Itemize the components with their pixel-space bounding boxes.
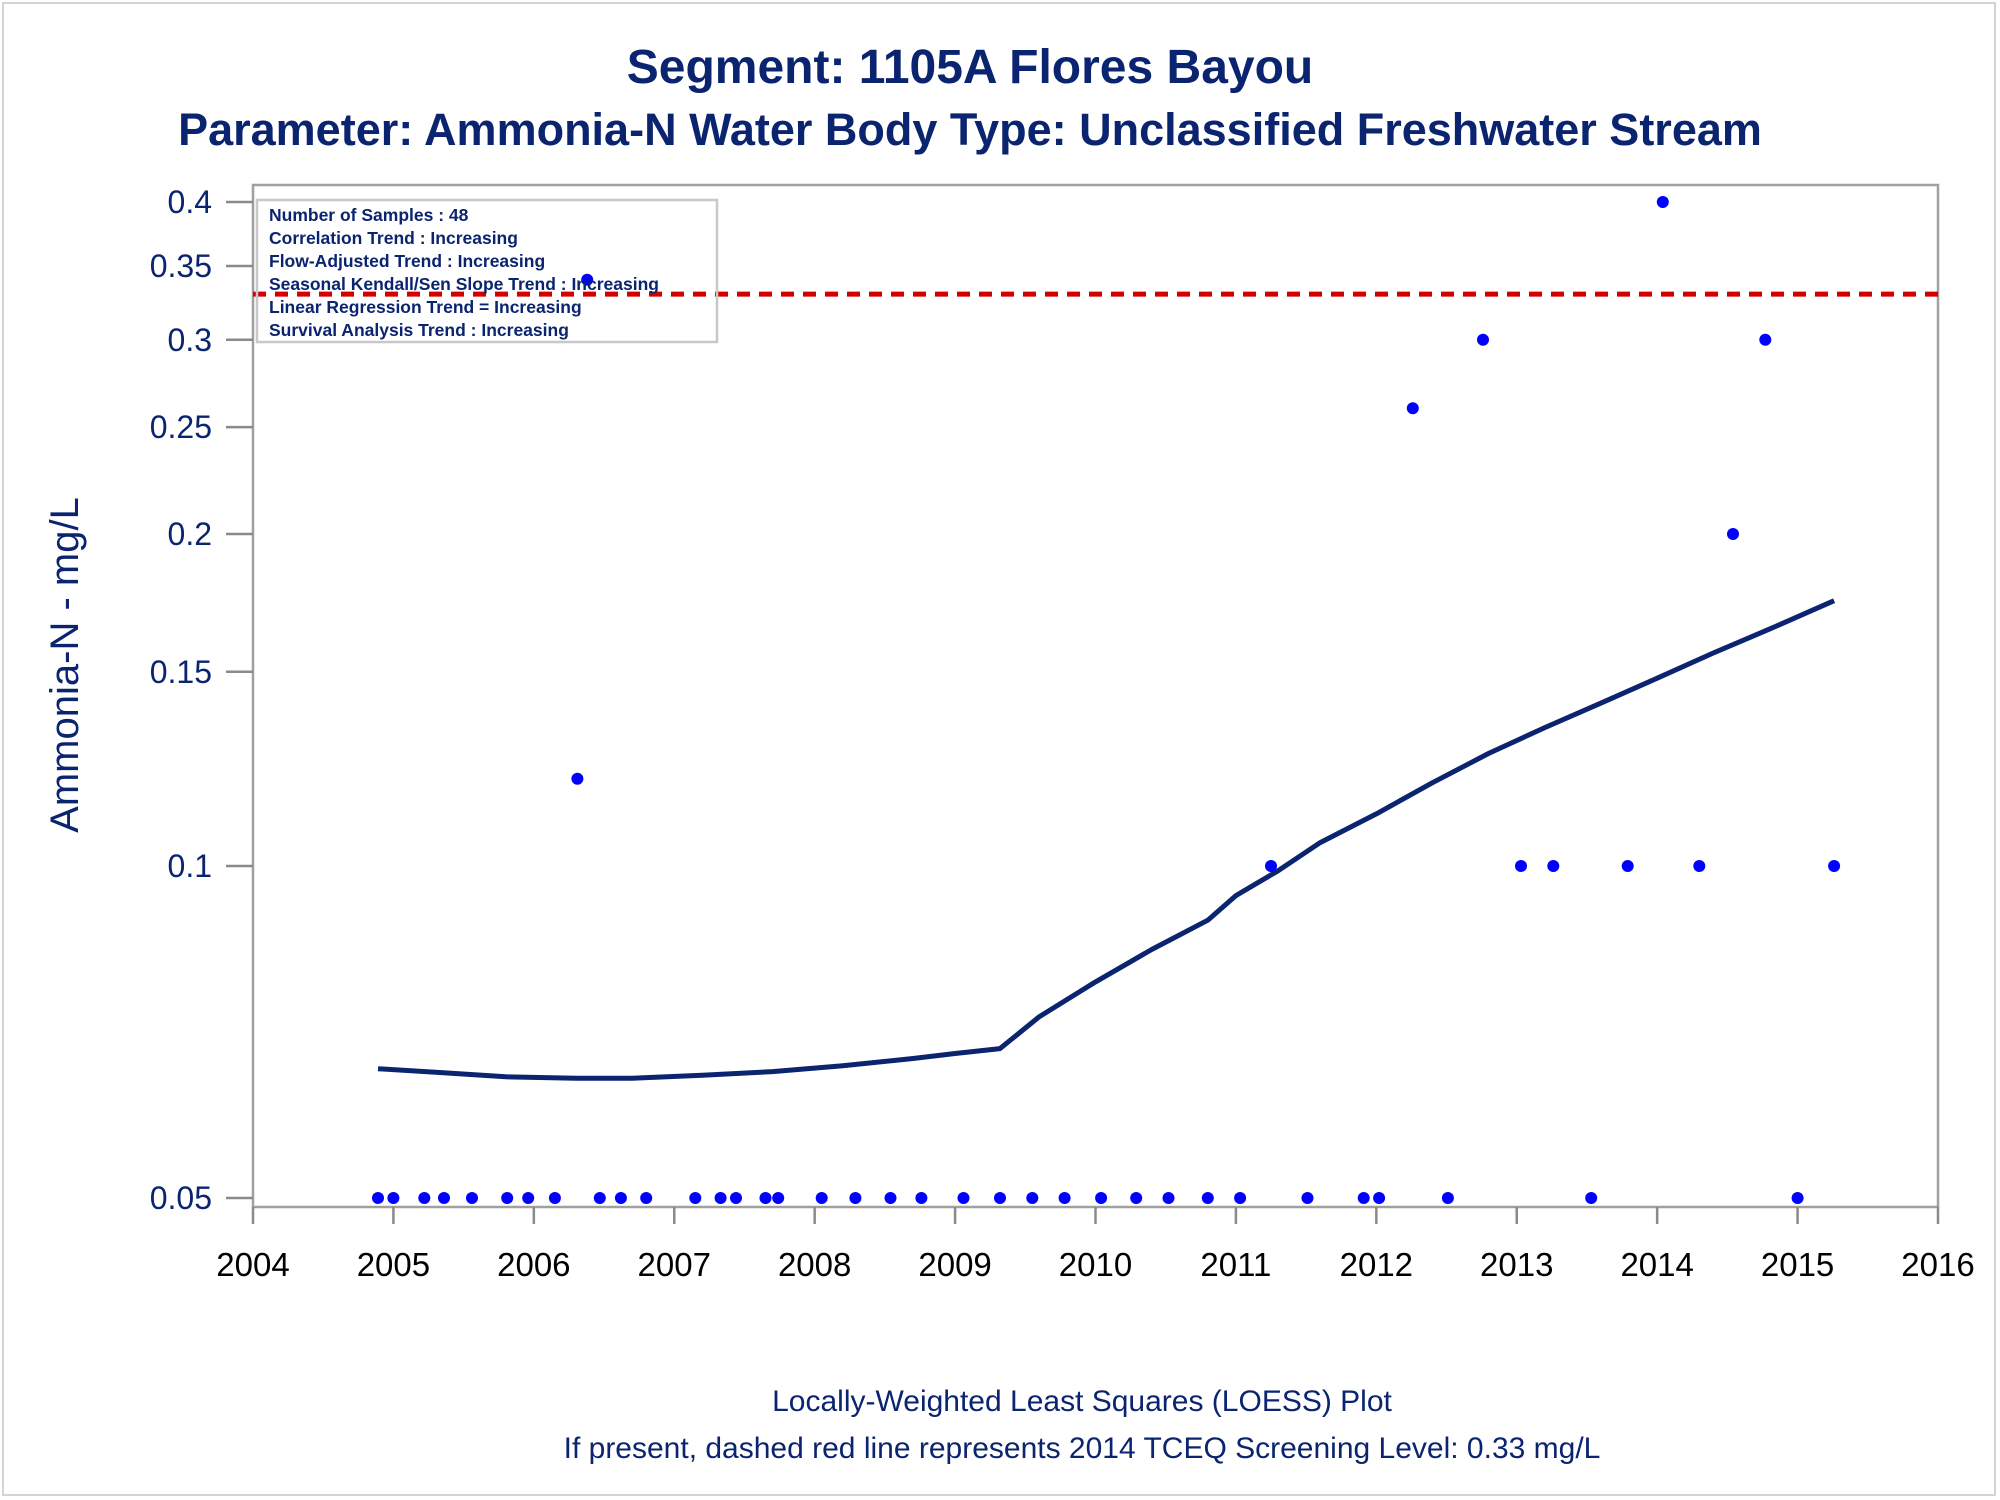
data-point	[1130, 1192, 1143, 1204]
data-point	[714, 1192, 727, 1204]
x-tick-label: 2004	[216, 1246, 289, 1283]
y-tick-label: 0.35	[150, 248, 212, 284]
data-point	[1357, 1192, 1370, 1204]
data-point	[1373, 1192, 1386, 1204]
y-axis: 0.05 0.1 0.15 0.2 0.25 0.3 0.35 0.4	[150, 184, 253, 1216]
loess-trend-line	[377, 598, 1836, 1081]
data-point	[759, 1192, 772, 1204]
trend-info-line: Flow-Adjusted Trend : Increasing	[269, 251, 545, 271]
data-point	[640, 1192, 653, 1204]
x-tick-label: 2015	[1761, 1246, 1834, 1283]
y-tick-label: 0.05	[150, 1180, 212, 1216]
data-point	[730, 1192, 742, 1204]
trend-info-line: Seasonal Kendall/Sen Slope Trend : Incre…	[269, 274, 659, 294]
data-point	[1265, 860, 1277, 872]
data-point	[849, 1192, 862, 1204]
trend-info-line: Linear Regression Trend = Increasing	[269, 297, 582, 317]
trend-info-line: Correlation Trend : Increasing	[269, 228, 518, 248]
x-tick-label: 2008	[778, 1246, 851, 1283]
data-point	[1759, 333, 1772, 346]
x-tick-label: 2016	[1901, 1246, 1974, 1283]
data-point	[372, 1192, 384, 1204]
x-tick-label: 2010	[1059, 1246, 1132, 1283]
x-tick-label: 2013	[1480, 1246, 1553, 1283]
data-point	[815, 1192, 828, 1204]
data-point	[418, 1192, 431, 1204]
y-tick-label: 0.2	[168, 516, 212, 552]
x-tick-label: 2005	[357, 1246, 430, 1283]
data-point	[1621, 860, 1634, 872]
data-point	[1515, 860, 1527, 872]
chart-subtitle: Parameter: Ammonia-N Water Body Type: Un…	[178, 104, 1762, 155]
x-tick-label: 2012	[1340, 1246, 1413, 1283]
data-point	[994, 1192, 1006, 1204]
data-point	[915, 1192, 928, 1204]
y-tick-label: 0.4	[168, 184, 212, 220]
data-point	[571, 772, 584, 785]
x-tick-label: 2011	[1200, 1246, 1271, 1283]
y-tick-label: 0.1	[168, 848, 212, 884]
y-tick-label: 0.25	[150, 409, 212, 445]
data-point	[1791, 1192, 1804, 1204]
data-point	[772, 1192, 785, 1204]
chart-title: Segment: 1105A Flores Bayou	[627, 41, 1313, 94]
data-point	[1585, 1192, 1598, 1204]
x-tick-label: 2014	[1620, 1246, 1693, 1283]
x-tick-label: 2009	[918, 1246, 991, 1283]
data-point	[438, 1192, 450, 1204]
footnote-loess: Locally-Weighted Least Squares (LOESS) P…	[772, 1385, 1392, 1418]
data-point	[548, 1192, 561, 1204]
x-axis: 2004 2005 2006 2007 2008 2009 2010 2011 2012 2013…	[216, 1207, 1975, 1283]
data-point	[1441, 1192, 1454, 1204]
data-point	[1234, 1192, 1247, 1204]
data-point	[1547, 860, 1560, 872]
data-point	[1656, 196, 1669, 208]
trend-info-text: Number of Samples : 48 Correlation Trend …	[269, 205, 659, 340]
data-point	[614, 1192, 627, 1204]
trend-info-line: Survival Analysis Trend : Increasing	[269, 320, 569, 340]
data-point	[501, 1192, 514, 1204]
data-point	[1058, 1192, 1071, 1204]
data-point	[1406, 402, 1419, 415]
data-point	[466, 1192, 478, 1204]
data-point	[593, 1192, 606, 1204]
x-tick-label: 2006	[497, 1246, 570, 1283]
data-point	[387, 1192, 400, 1204]
data-point	[957, 1192, 970, 1204]
data-point	[1026, 1192, 1039, 1204]
data-point	[1727, 528, 1739, 540]
x-tick-label: 2007	[638, 1246, 711, 1283]
data-point	[581, 273, 594, 286]
data-points	[372, 196, 1841, 1204]
y-tick-label: 0.3	[168, 322, 212, 358]
data-point	[1201, 1192, 1214, 1204]
data-point	[1693, 860, 1706, 872]
data-point	[689, 1192, 702, 1204]
data-point	[884, 1192, 897, 1204]
trend-info-box	[255, 198, 719, 344]
trend-info-line: Number of Samples : 48	[269, 205, 469, 225]
data-point	[1095, 1192, 1108, 1204]
data-point	[1301, 1192, 1314, 1204]
data-point	[1828, 860, 1841, 872]
footnote-screening: If present, dashed red line represents 2…	[564, 1432, 1601, 1465]
data-point	[1477, 333, 1489, 346]
y-tick-label: 0.15	[150, 654, 212, 690]
data-point	[1162, 1192, 1175, 1204]
data-point	[522, 1192, 535, 1204]
y-axis-label: Ammonia-N - mg/L	[43, 497, 87, 833]
